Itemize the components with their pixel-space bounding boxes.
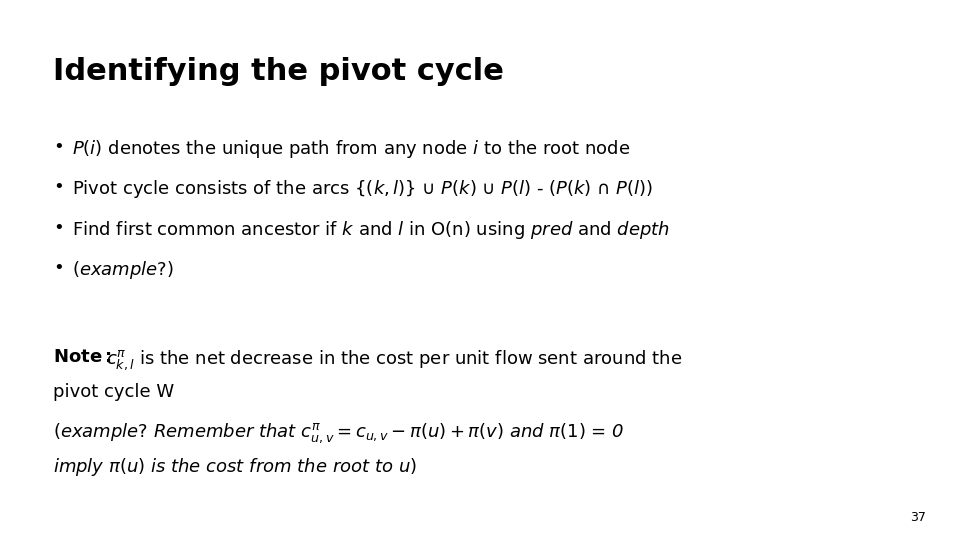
Text: •: •	[53, 178, 63, 196]
Text: $(example?$ Remember that $c^{\pi}_{u,v} = c_{u,v} - \pi(u) + \pi(v)$ $and$ $\pi: $(example?$ Remember that $c^{\pi}_{u,v}…	[53, 421, 624, 445]
Text: Find first common ancestor if $k$ and $l$ in O(n) using $pred$ and $depth$: Find first common ancestor if $k$ and $l…	[72, 219, 670, 241]
Text: •: •	[53, 138, 63, 156]
Text: $\bf{Note:}$: $\bf{Note:}$	[53, 348, 111, 366]
Text: Identifying the pivot cycle: Identifying the pivot cycle	[53, 57, 504, 86]
Text: $P(i)$ denotes the unique path from any node $i$ to the root node: $P(i)$ denotes the unique path from any …	[72, 138, 631, 160]
Text: •: •	[53, 219, 63, 237]
Text: pivot cycle W: pivot cycle W	[53, 383, 174, 401]
Text: $(example?)$: $(example?)$	[72, 259, 174, 281]
Text: 37: 37	[910, 511, 926, 524]
Text: imply $\pi(u)$ is the cost from the root to $u)$: imply $\pi(u)$ is the cost from the root…	[53, 456, 417, 478]
Text: Pivot cycle consists of the arcs $\{(k, l)\}$ $\cup$ $P(k)$ $\cup$ $P(l)$ - $(P(: Pivot cycle consists of the arcs $\{(k, …	[72, 178, 653, 200]
Text: $c^{\pi}_{k,l}$ is the net decrease in the cost per unit flow sent around the: $c^{\pi}_{k,l}$ is the net decrease in t…	[106, 348, 682, 372]
Text: •: •	[53, 259, 63, 277]
